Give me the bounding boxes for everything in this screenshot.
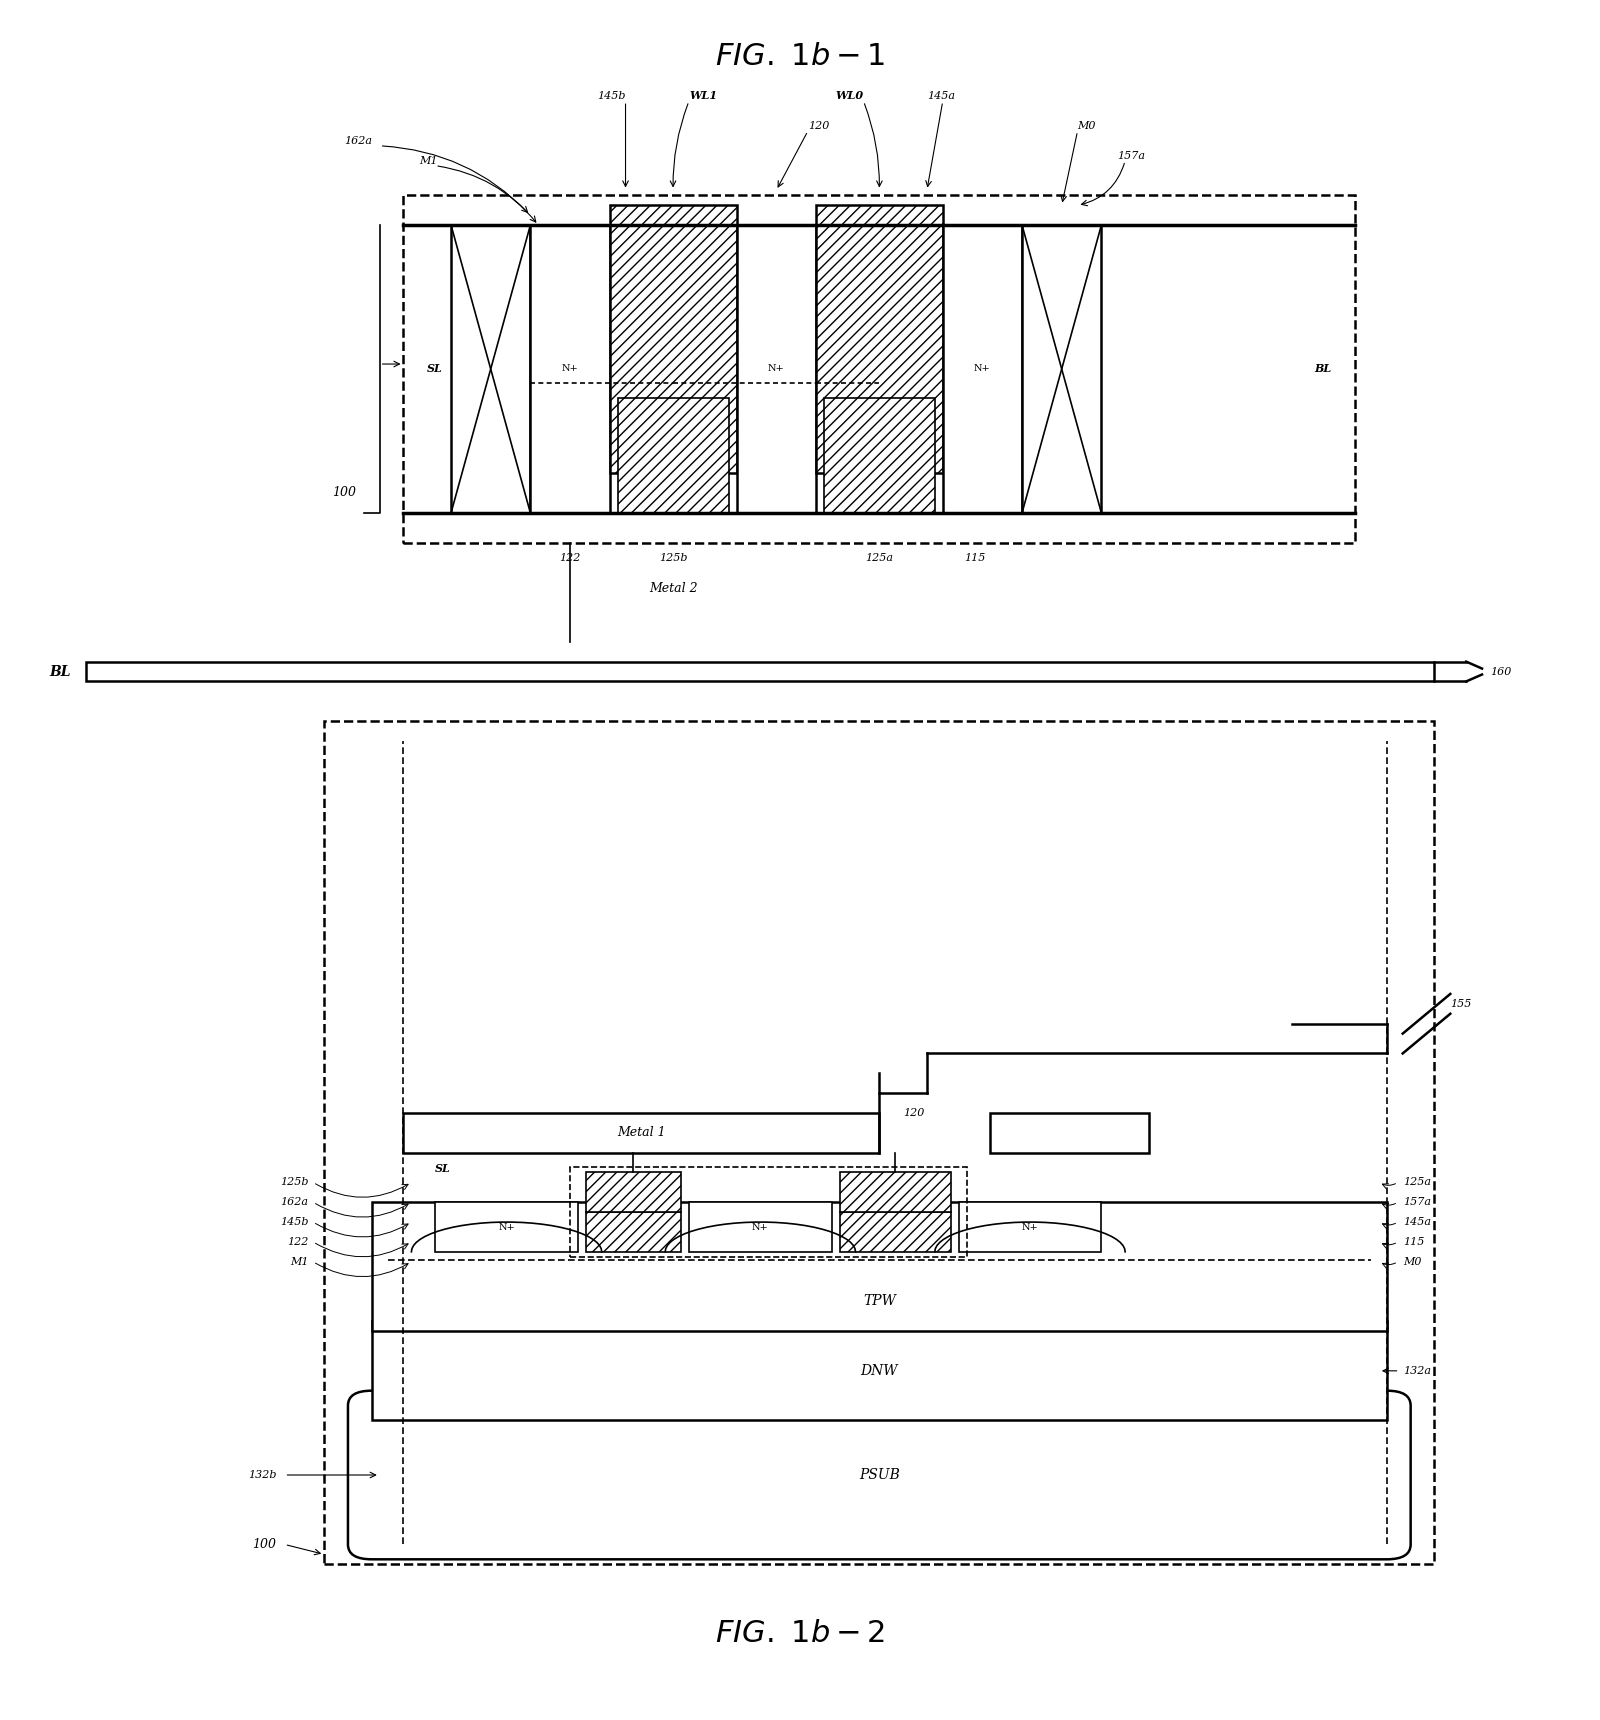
Bar — [435, 1202, 578, 1252]
Text: Metal 1: Metal 1 — [618, 1127, 666, 1139]
Bar — [586, 1173, 682, 1213]
Text: $\mathit{FIG.\ 1b-2}$: $\mathit{FIG.\ 1b-2}$ — [715, 1619, 885, 1649]
Text: N+: N+ — [768, 365, 784, 373]
Text: 145a: 145a — [1403, 1218, 1430, 1226]
Text: 122: 122 — [286, 1237, 309, 1247]
Bar — [325, 721, 1435, 1563]
Bar — [403, 1113, 880, 1152]
Text: 100: 100 — [331, 487, 355, 499]
Bar — [690, 1202, 832, 1252]
Text: 145b: 145b — [597, 91, 626, 101]
Text: 160: 160 — [1490, 667, 1512, 676]
Text: WL0: WL0 — [835, 89, 864, 101]
Text: 125a: 125a — [1403, 1178, 1430, 1187]
Text: 132b: 132b — [248, 1471, 277, 1479]
Bar — [610, 205, 736, 473]
Text: BL: BL — [1314, 363, 1331, 375]
Bar — [371, 1202, 1387, 1331]
Text: WL1: WL1 — [690, 89, 717, 101]
Text: 157a: 157a — [1403, 1197, 1430, 1207]
Bar — [618, 397, 728, 513]
Bar — [840, 1213, 950, 1252]
Bar — [736, 225, 816, 513]
Text: 162a: 162a — [344, 136, 371, 146]
Bar — [371, 1321, 1387, 1421]
Bar — [824, 397, 934, 513]
Bar — [403, 196, 1355, 542]
Bar — [451, 225, 530, 513]
Text: M1: M1 — [419, 155, 438, 165]
Text: N+: N+ — [752, 1223, 768, 1232]
Text: N+: N+ — [1022, 1223, 1038, 1232]
Text: 125a: 125a — [866, 552, 893, 562]
Bar — [990, 1113, 1149, 1152]
Text: 125b: 125b — [659, 552, 688, 562]
Bar — [958, 1202, 1101, 1252]
Text: 122: 122 — [560, 552, 581, 562]
Text: 115: 115 — [1403, 1237, 1424, 1247]
Bar — [942, 225, 1022, 513]
Text: 145a: 145a — [926, 91, 955, 101]
Text: $\mathit{FIG.\ 1b-1}$: $\mathit{FIG.\ 1b-1}$ — [715, 41, 885, 72]
Bar — [840, 1173, 950, 1213]
Bar — [1022, 225, 1101, 513]
Text: N+: N+ — [974, 365, 990, 373]
Text: Metal 2: Metal 2 — [648, 583, 698, 595]
Text: 157a: 157a — [1117, 151, 1146, 160]
Text: M0: M0 — [1077, 120, 1096, 131]
Text: PSUB: PSUB — [859, 1467, 899, 1483]
Text: SL: SL — [435, 1163, 451, 1173]
Text: SL: SL — [427, 363, 443, 375]
Text: TPW: TPW — [862, 1295, 896, 1309]
Bar — [530, 225, 610, 513]
Text: 115: 115 — [963, 552, 986, 562]
Text: 162a: 162a — [280, 1197, 309, 1207]
FancyBboxPatch shape — [347, 1391, 1411, 1560]
Text: 132a: 132a — [1403, 1366, 1430, 1376]
Text: 120: 120 — [902, 1108, 925, 1118]
Text: 125b: 125b — [280, 1178, 309, 1187]
Text: N+: N+ — [498, 1223, 515, 1232]
Text: BL: BL — [50, 664, 70, 678]
Bar — [570, 1168, 966, 1257]
Bar — [816, 205, 942, 473]
Text: 100: 100 — [253, 1538, 277, 1551]
Text: M1: M1 — [290, 1257, 309, 1266]
Text: 145b: 145b — [280, 1218, 309, 1226]
Text: M0: M0 — [1403, 1257, 1421, 1266]
Text: N+: N+ — [562, 365, 578, 373]
Bar — [586, 1213, 682, 1252]
Text: 155: 155 — [1450, 999, 1472, 1010]
Bar — [86, 662, 1435, 681]
Text: 120: 120 — [808, 120, 829, 131]
Text: DNW: DNW — [861, 1364, 898, 1378]
